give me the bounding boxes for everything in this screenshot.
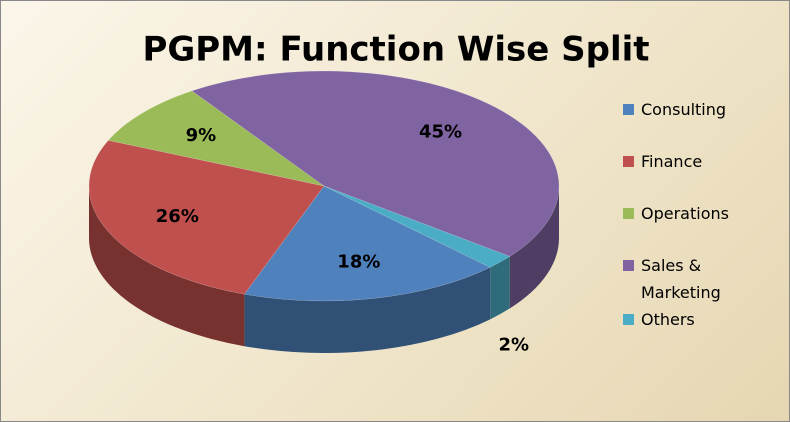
legend-label: Others [641, 310, 695, 329]
legend-swatch [623, 208, 634, 219]
legend-swatch [623, 260, 634, 271]
legend-swatch [623, 104, 634, 115]
data-label: 2% [499, 335, 530, 356]
data-label: 9% [186, 125, 217, 146]
legend-label: Finance [641, 152, 703, 171]
data-label: 18% [337, 251, 380, 272]
slice [191, 70, 560, 257]
slice [243, 185, 491, 302]
slice-side [89, 186, 245, 347]
legend-swatch [623, 156, 634, 167]
legend-item: Sales & Marketing [623, 252, 781, 306]
slice [88, 140, 325, 295]
data-label: 26% [156, 206, 199, 227]
legend-item: Operations [623, 200, 781, 227]
legend-item: Consulting [623, 96, 781, 123]
legend-label: Consulting [641, 100, 727, 119]
slice-side [244, 267, 491, 353]
legend-label: Operations [641, 204, 729, 223]
legend-label: Sales & Marketing [641, 256, 721, 302]
slice-side [509, 186, 559, 309]
legend-swatch [623, 314, 634, 325]
slice [323, 185, 511, 268]
legend-item: Others [623, 306, 781, 333]
chart-title: PGPM: Function Wise Split [142, 30, 649, 70]
legend-item: Finance [623, 148, 781, 175]
data-label: 45% [419, 121, 462, 142]
slice [107, 90, 325, 187]
slice-side [490, 256, 510, 320]
